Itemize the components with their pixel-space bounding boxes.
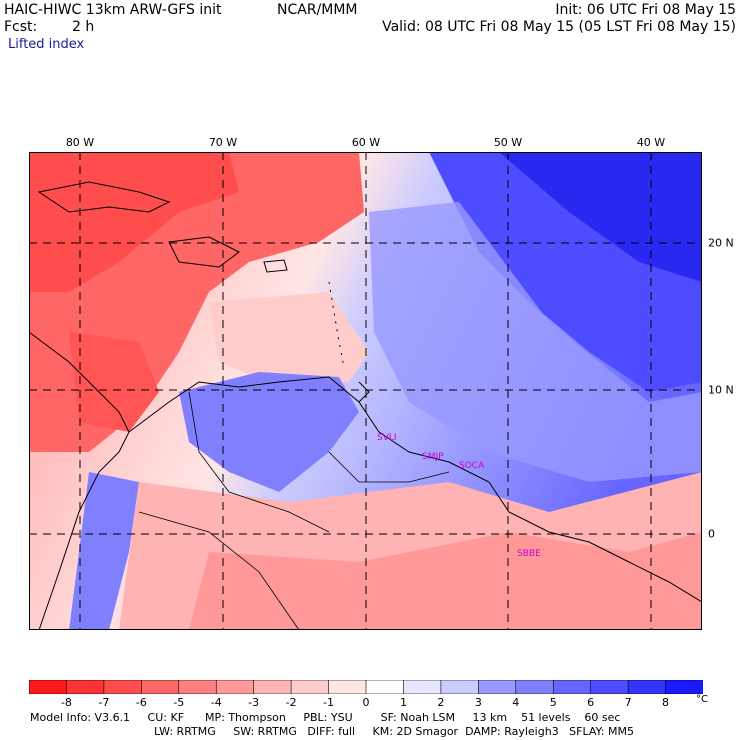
colorbar-cell (478, 680, 517, 694)
lat-label-eq: 0 (708, 527, 715, 541)
colorbar-cell (215, 680, 255, 694)
field-region-venezuela-positive (179, 372, 359, 492)
colorbar-tick-label: 6 (587, 696, 595, 709)
valid-time: Valid: 08 UTC Fri 08 May 15 (05 LST Fri … (382, 19, 736, 35)
field-region-central-america-negative (69, 332, 159, 432)
central-america-coastline (29, 331, 130, 630)
colorbar-tick-label: 0 (362, 696, 370, 709)
lon-label-60w: 60 W (351, 136, 381, 149)
station-sbbe: SBBE (517, 549, 541, 559)
puerto-rico-coastline (263, 259, 288, 273)
model-info-line2: LW: RRTMG SW: RRTMG DIFF: full KM: 2D Sm… (154, 725, 634, 738)
station-smjp: SMJP (422, 452, 444, 462)
south-america-north-coastline (128, 376, 702, 603)
field-region-caribbean-sea (209, 292, 369, 382)
colorbar-tick-label: -5 (173, 696, 185, 709)
colorbar-tick-label: -6 (135, 696, 147, 709)
lon-label-80w: 80 W (65, 136, 95, 149)
colorbar-cell (365, 680, 405, 694)
lon-label-70w: 70 W (208, 136, 238, 149)
hispaniola-coastline (168, 236, 240, 268)
coastlines (29, 181, 702, 630)
lon-label-40w: 40 W (636, 136, 666, 149)
colombia-venezuela-border (188, 391, 330, 533)
colorbar-tick-label: 5 (549, 696, 557, 709)
guyana-border (328, 451, 450, 483)
field-name: Lifted index (8, 37, 85, 52)
field-region-moderate-positive (369, 202, 702, 482)
lifted-index-map: SVLI SMJP SOCA SBBE (29, 152, 702, 630)
colorbar-tick-label: -8 (60, 696, 72, 709)
model-info-line1: Model Info: V3.6.1 CU: KF MP: Thompson P… (30, 711, 621, 724)
station-svli: SVLI (377, 433, 397, 443)
cuba-coastline (37, 181, 171, 213)
colorbar-tick-label: -1 (323, 696, 335, 709)
colorbar-cell (440, 680, 480, 694)
lat-lon-grid (29, 152, 702, 630)
colorbar-cell (290, 680, 330, 694)
colorbar-cell (141, 680, 180, 694)
lesser-antilles-coastline (328, 281, 345, 368)
colorbar-cell (328, 680, 367, 694)
colorbar-cell (178, 680, 218, 694)
colorbar-unit: °C (696, 694, 708, 705)
fcst-value: 2 h (72, 19, 95, 35)
colorbar-tick-label: 3 (474, 696, 482, 709)
colorbar-cell (665, 680, 703, 694)
model-title: HAIC-HIWC 13km ARW-GFS init (4, 2, 222, 18)
colorbar-cell (552, 680, 592, 694)
map-frame (29, 152, 702, 630)
colorbar-cell (103, 680, 143, 694)
field-region-amazon-negative (189, 532, 702, 630)
station-soca: SOCA (459, 461, 485, 471)
colorbar-tick-label: -2 (285, 696, 297, 709)
lon-label-50w: 50 W (493, 136, 523, 149)
colorbar-cell (590, 680, 629, 694)
init-time: Init: 06 UTC Fri 08 May 15 (555, 2, 736, 18)
org-label: NCAR/MMM (277, 2, 358, 18)
colorbar-cell (66, 680, 105, 694)
colorbar-cell (515, 680, 555, 694)
colorbar-tick-label: 4 (512, 696, 520, 709)
colorbar-cell (403, 680, 442, 694)
field-region-andes-positive (69, 472, 139, 630)
colorbar-tick-label: -7 (98, 696, 110, 709)
trinidad-coastline (358, 381, 370, 403)
colorbar-tick-label: 8 (662, 696, 670, 709)
lat-label-20n: 20 N (708, 236, 734, 250)
colorbar-tick-label: 7 (624, 696, 632, 709)
colorbar-cell (627, 680, 667, 694)
field-region-caribbean-strong-negative (29, 152, 239, 292)
colorbar-tick-label: -4 (210, 696, 222, 709)
colorbar-tick-label: -3 (248, 696, 260, 709)
stations: SVLI SMJP SOCA SBBE (377, 433, 541, 559)
colorbar (29, 680, 703, 694)
country-borders (138, 391, 450, 630)
peru-brazil-border (138, 511, 300, 630)
fcst-label: Fcst: (4, 19, 38, 35)
colorbar-tick-label: 2 (437, 696, 445, 709)
colorbar-tick-label: 1 (399, 696, 407, 709)
colorbar-cell (253, 680, 292, 694)
lat-label-10n: 10 N (708, 383, 734, 397)
colorbar-cell (29, 680, 68, 694)
